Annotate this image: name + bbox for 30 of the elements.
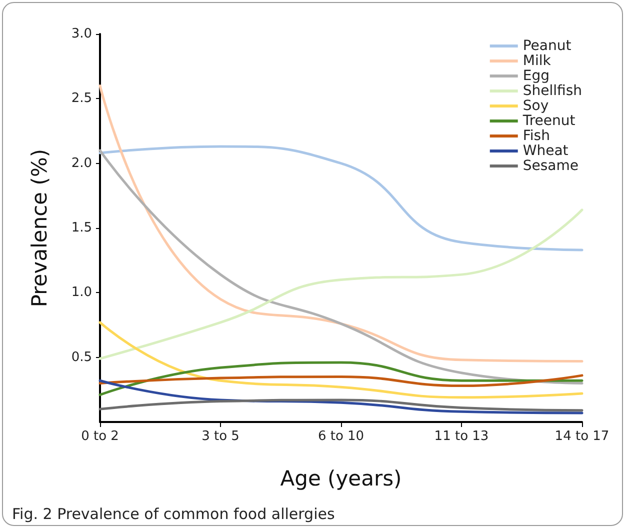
line-series (98, 398, 584, 412)
line-series (98, 321, 584, 399)
x-tick-label: 6 to 10 (318, 429, 364, 444)
line-series (98, 84, 584, 362)
legend-label: Wheat (522, 143, 569, 159)
legend-label: Egg (522, 68, 550, 84)
y-tick-label: 1.0 (71, 285, 92, 300)
y-axis-title: Prevalence (%) (28, 148, 52, 308)
legend-label: Treenut (522, 113, 576, 129)
legend-label: Fish (522, 128, 550, 144)
legend-label: Peanut (522, 38, 572, 54)
caption: Fig. 2 Prevalence of common food allergies (12, 505, 335, 523)
line-series (98, 374, 584, 388)
legend-label: Milk (522, 53, 552, 69)
legend-label: Shellfish (522, 83, 582, 99)
x-tick-label: 3 to 5 (202, 429, 240, 444)
y-tick-label: 0.5 (71, 350, 92, 365)
y-tick-label: 2.0 (71, 156, 92, 171)
line-series (98, 145, 584, 252)
x-tick-label: 0 to 2 (81, 429, 119, 444)
line-series (98, 361, 584, 396)
x-tick-label: 14 to 17 (554, 429, 610, 444)
y-tick-label: 3.0 (71, 26, 92, 42)
y-tick-label: 1.5 (71, 220, 92, 236)
x-axis-title: Age (years) (280, 466, 402, 490)
line-series (98, 208, 584, 360)
legend-label: Sesame (522, 158, 578, 174)
y-tick-label: 2.5 (71, 91, 92, 106)
x-tick-label: 11 to 13 (434, 429, 489, 444)
legend-label: Soy (522, 98, 549, 114)
